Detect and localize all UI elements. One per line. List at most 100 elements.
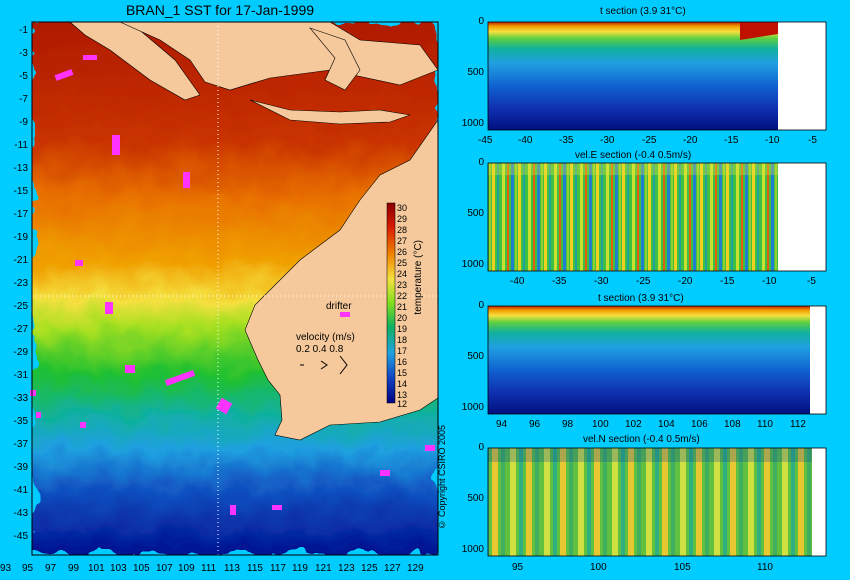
lat-tick: -37 <box>13 439 28 450</box>
colorbar-tick: 19 <box>397 324 408 334</box>
section-3-x-axis: 94 96 98 100 102 104 106 108 110 112 <box>496 419 836 433</box>
x-tick: -30 <box>594 276 609 287</box>
y-tick: 1000 <box>461 118 484 129</box>
x-tick: 100 <box>592 419 609 430</box>
colorbar-tick: 14 <box>397 379 408 389</box>
section-4-plot <box>487 447 827 557</box>
x-tick: -10 <box>765 135 780 146</box>
lat-tick: -21 <box>13 255 28 266</box>
x-tick: -35 <box>559 135 574 146</box>
lat-tick: -39 <box>13 462 28 473</box>
map-title: BRAN_1 SST for 17-Jan-1999 <box>125 2 315 18</box>
y-tick: 500 <box>467 493 484 504</box>
colorbar-tick: 16 <box>397 357 408 367</box>
x-tick: -20 <box>678 276 693 287</box>
x-tick: 110 <box>757 562 773 573</box>
lat-tick: -45 <box>13 531 28 542</box>
lat-tick: -25 <box>13 301 28 312</box>
x-tick: -25 <box>642 135 657 146</box>
lat-tick: -5 <box>19 71 28 82</box>
lon-tick: 97 <box>45 563 57 574</box>
lon-axis: 93 95 97 99 101 103 105 107 109 111 113 … <box>0 563 440 577</box>
x-tick: -40 <box>510 276 525 287</box>
lat-axis: -1 -3 -5 -7 -9 -11 -13 -15 -17 -19 -21 -… <box>0 22 30 555</box>
lon-tick: 109 <box>178 563 195 574</box>
sst-map <box>30 21 439 556</box>
lon-tick: 93 <box>0 563 12 574</box>
x-tick: -5 <box>808 135 817 146</box>
lat-tick: -27 <box>13 324 28 335</box>
section-1-plot <box>487 21 827 131</box>
y-tick: 500 <box>467 208 484 219</box>
section-2-title: vel.E section (-0.4 0.5m/s) <box>575 150 692 161</box>
section-3-title: t section (3.9 31°C) <box>598 293 684 304</box>
lat-tick: -43 <box>13 508 28 519</box>
lat-tick: -9 <box>19 117 28 128</box>
x-tick: 110 <box>757 419 773 430</box>
colorbar-tick: 28 <box>397 225 408 235</box>
colorbar-tick: 23 <box>397 280 408 290</box>
x-tick: 100 <box>590 562 607 573</box>
colorbar-tick: 27 <box>397 236 408 246</box>
x-tick: 95 <box>512 562 524 573</box>
x-tick: 106 <box>691 419 708 430</box>
x-tick: 98 <box>562 419 574 430</box>
lat-tick: -29 <box>13 347 28 358</box>
lat-tick: -1 <box>19 25 28 36</box>
section-4-x-axis: 95 100 105 110 <box>512 562 832 576</box>
x-tick: -30 <box>600 135 615 146</box>
lon-tick: 119 <box>292 563 308 574</box>
lat-tick: -41 <box>13 485 28 496</box>
velocity-label: velocity (m/s) <box>296 332 355 343</box>
x-tick: 94 <box>496 419 508 430</box>
x-tick: -10 <box>762 276 777 287</box>
colorbar-tick: 15 <box>397 368 408 378</box>
section-3-plot <box>487 305 827 415</box>
lat-tick: -15 <box>13 186 28 197</box>
x-tick: 96 <box>529 419 541 430</box>
y-tick: 0 <box>478 442 484 453</box>
x-tick: -40 <box>518 135 533 146</box>
colorbar-tick: 13 <box>397 390 408 400</box>
lon-tick: 111 <box>201 563 217 574</box>
y-tick: 500 <box>467 67 484 78</box>
colorbar-tick: 18 <box>397 335 408 345</box>
lat-tick: -35 <box>13 416 28 427</box>
lon-tick: 115 <box>247 563 263 574</box>
section-4-title: vel.N section (-0.4 0.5m/s) <box>583 434 700 445</box>
colorbar-labels: 30 29 28 27 26 25 24 23 22 21 20 19 18 1… <box>397 203 411 409</box>
velocity-legend-arrows <box>300 355 348 375</box>
lon-tick: 127 <box>384 563 401 574</box>
drifter-label: drifter <box>326 301 352 312</box>
x-tick: 108 <box>724 419 741 430</box>
y-tick: 1000 <box>461 544 484 555</box>
section-2-plot <box>487 162 827 272</box>
map-frame <box>31 21 439 556</box>
lon-tick: 107 <box>156 563 173 574</box>
lon-tick: 95 <box>22 563 34 574</box>
colorbar-tick: 29 <box>397 214 408 224</box>
x-tick: 105 <box>674 562 691 573</box>
lon-tick: 129 <box>407 563 424 574</box>
colorbar-title: temperature (°C) <box>413 240 424 315</box>
y-tick: 1000 <box>461 259 484 270</box>
lon-tick: 123 <box>338 563 355 574</box>
colorbar-tick: 17 <box>397 346 408 356</box>
x-tick: -45 <box>478 135 493 146</box>
section-1-y-axis: 0 500 1000 <box>440 16 488 136</box>
section-1-x-axis: -45 -40 -35 -30 -25 -20 -15 -10 -5 <box>478 135 838 149</box>
lat-tick: -13 <box>13 163 28 174</box>
y-tick: 1000 <box>461 402 484 413</box>
section-4-y-axis: 0 500 1000 <box>440 442 488 562</box>
lon-tick: 103 <box>110 563 127 574</box>
section-panels <box>487 21 827 557</box>
x-tick: 104 <box>658 419 675 430</box>
colorbar-tick: 20 <box>397 313 408 323</box>
lat-tick: -31 <box>13 370 28 381</box>
section-1-title: t section (3.9 31°C) <box>600 6 686 17</box>
lon-tick: 101 <box>88 563 105 574</box>
lat-tick: -3 <box>19 48 28 59</box>
x-tick: -35 <box>552 276 567 287</box>
colorbar <box>386 202 396 404</box>
section-2-x-axis: -40 -35 -30 -25 -20 -15 -10 -5 <box>510 276 840 290</box>
